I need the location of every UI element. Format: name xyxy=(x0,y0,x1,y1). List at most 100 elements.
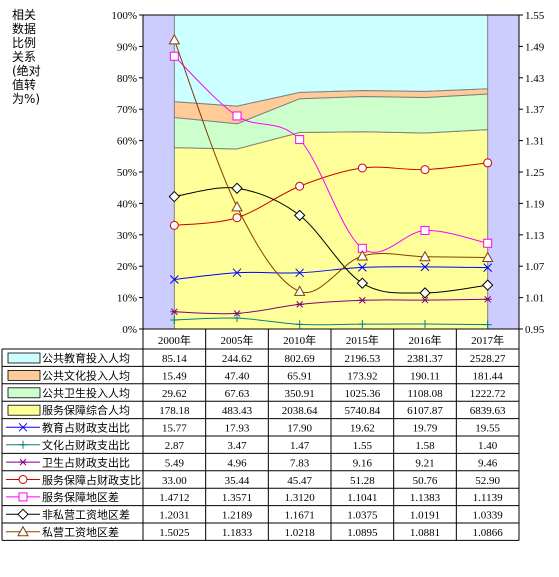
right-tick-label: 0.95 xyxy=(525,324,545,336)
table-cell: 1.0866 xyxy=(473,527,504,539)
table-cell: 5740.84 xyxy=(344,405,380,417)
table-cell: 190.11 xyxy=(410,370,440,382)
series-6-point xyxy=(481,251,494,263)
table-cell: 17.93 xyxy=(225,423,250,435)
series-1-point xyxy=(233,314,241,323)
table-cell: 29.62 xyxy=(162,388,187,400)
table-cell: 19.79 xyxy=(413,423,438,435)
legend-label: 服务保障综合人均 xyxy=(42,403,130,417)
table-cell: 6839.63 xyxy=(470,405,506,417)
series-4-point xyxy=(483,238,493,248)
table-cell: 1.0895 xyxy=(347,527,378,539)
table-cell: 173.92 xyxy=(347,370,377,382)
series-6-point xyxy=(231,200,243,212)
series-5-point xyxy=(419,287,431,299)
legend-marker xyxy=(18,475,28,484)
right-tick-label: 1.07 xyxy=(525,261,545,273)
right-tick-label: 1.37 xyxy=(525,104,545,116)
table-cell: 45.47 xyxy=(287,475,312,487)
left-tick-label: 0% xyxy=(122,324,137,336)
series-0-point xyxy=(169,275,179,284)
series-0-point xyxy=(420,262,430,272)
series-0-point xyxy=(483,263,493,272)
left-axis-label: 相关数据比例关系(绝对值转为%) xyxy=(12,8,41,106)
legend-swatch xyxy=(7,352,41,364)
table-cell: 52.90 xyxy=(475,475,500,487)
series-line-0 xyxy=(174,266,488,280)
series-line-1 xyxy=(174,317,488,326)
table-cell: 1.3120 xyxy=(285,492,316,504)
legend-label: 非私营工资地区差 xyxy=(42,508,130,522)
series-1-point xyxy=(358,320,367,329)
series-4-point xyxy=(232,111,242,121)
left-tick-label: 50% xyxy=(117,167,137,179)
series-0-point xyxy=(295,268,305,278)
table-cell: 2.87 xyxy=(165,440,185,452)
category-label: 2000年 xyxy=(158,333,191,347)
series-5-point xyxy=(356,277,369,289)
series-4-point xyxy=(295,135,305,145)
table-cell: 1.47 xyxy=(290,440,310,452)
table-cell: 1.0375 xyxy=(347,510,378,522)
left-tick-label: 10% xyxy=(117,293,137,305)
legend-label: 公共卫生投入人均 xyxy=(42,386,130,400)
series-2-point xyxy=(170,308,179,316)
left-tick-label: 40% xyxy=(117,198,137,210)
table-cell: 1.0881 xyxy=(410,527,440,539)
category-label: 2010年 xyxy=(283,333,316,347)
left-side-band xyxy=(143,15,175,329)
table-cell: 1.55 xyxy=(353,440,373,452)
series-3-point xyxy=(232,213,242,223)
right-tick-label: 1.43 xyxy=(525,73,545,85)
legend-label: 教育占财政支出比 xyxy=(42,421,130,435)
legend-swatch xyxy=(7,404,41,416)
legend-label: 公共文化投入人均 xyxy=(42,368,130,382)
table-cell: 6107.87 xyxy=(407,405,443,417)
series-6-point xyxy=(419,250,431,262)
right-tick-label: 1.49 xyxy=(525,41,545,53)
table-cell: 1.1383 xyxy=(410,492,441,504)
series-1-point xyxy=(421,320,429,329)
table-cell: 7.83 xyxy=(290,457,310,469)
table-cell: 1.2031 xyxy=(159,510,189,522)
table-cell: 1222.72 xyxy=(470,388,506,400)
table-cell: 483.43 xyxy=(222,405,253,417)
left-tick-label: 100% xyxy=(111,10,137,22)
series-3-point xyxy=(357,163,367,173)
legend-marker xyxy=(17,525,29,537)
table-cell: 802.69 xyxy=(285,353,316,365)
table-cell: 15.77 xyxy=(162,423,187,435)
left-tick-label: 90% xyxy=(117,41,137,53)
series-2-point xyxy=(295,301,304,308)
series-5-point xyxy=(481,279,494,291)
table-cell: 1.0218 xyxy=(285,527,316,539)
left-tick-label: 30% xyxy=(117,230,137,242)
series-0-point xyxy=(357,263,367,272)
table-cell: 350.91 xyxy=(285,388,315,400)
table-cell: 1.1833 xyxy=(222,527,253,539)
table-cell: 65.91 xyxy=(287,370,312,382)
right-side-band xyxy=(487,15,519,329)
category-label: 2005年 xyxy=(221,333,254,347)
table-cell: 1.58 xyxy=(415,440,435,452)
legend-label: 私营工资地区差 xyxy=(42,525,119,539)
right-tick-label: 1.25 xyxy=(525,167,545,179)
series-5-point xyxy=(231,182,243,194)
table-cell: 1025.36 xyxy=(344,388,380,400)
table-cell: 33.00 xyxy=(162,475,187,487)
series-4-point xyxy=(420,225,430,235)
legend-marker xyxy=(18,422,28,432)
series-2-point xyxy=(421,296,429,304)
category-label: 2017年 xyxy=(471,333,504,347)
table-cell: 4.96 xyxy=(227,457,247,469)
table-cell: 17.90 xyxy=(287,423,312,435)
category-label: 2016年 xyxy=(409,333,442,347)
series-1-point xyxy=(295,320,304,329)
table-cell: 19.55 xyxy=(475,423,500,435)
series-0-point xyxy=(232,268,242,278)
category-label: 2015年 xyxy=(346,333,379,347)
right-tick-label: 1.01 xyxy=(525,293,544,305)
right-tick-label: 1.31 xyxy=(525,136,544,148)
series-6-point xyxy=(168,33,181,45)
